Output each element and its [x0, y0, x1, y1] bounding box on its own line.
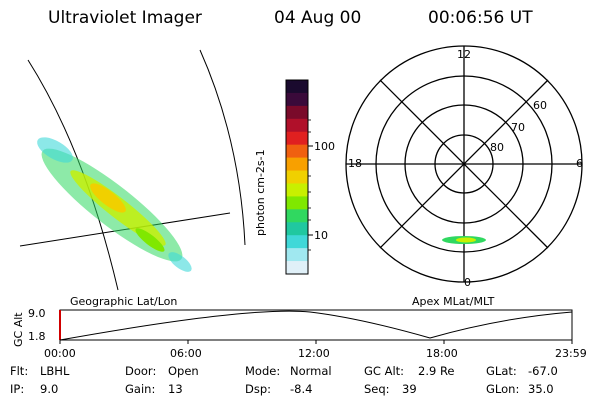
colorbar-band — [286, 261, 308, 275]
glon-value: 35.0 — [528, 382, 554, 396]
altitude-ytick-9: 9.0 — [28, 307, 46, 320]
colorbar-tick-100: 100 — [314, 140, 335, 153]
colorbar-frame — [285, 79, 309, 275]
altitude-xtick-24: 23:59 — [555, 347, 587, 360]
gain-key: Gain: — [125, 382, 156, 396]
ip-key: IP: — [10, 382, 25, 396]
altitude-plot-frame — [59, 309, 573, 341]
colorbar — [286, 80, 308, 275]
glat-value: -67.0 — [528, 364, 558, 378]
polar-panel-label: Apex MLat/MLT — [412, 295, 495, 308]
mlt-label-0: 0 — [464, 276, 471, 289]
altitude-xtick-6: 06:00 — [170, 347, 202, 360]
altitude-xtick-18: 18:00 — [426, 347, 458, 360]
colorbar-band — [286, 235, 308, 249]
geo-panel-label: Geographic Lat/Lon — [70, 295, 178, 308]
colorbar-band — [286, 80, 308, 94]
colorbar-band — [286, 183, 308, 197]
gcalt-key: GC Alt: — [364, 364, 405, 378]
lat-label-60: 60 — [533, 99, 547, 112]
dsp-key: Dsp: — [245, 382, 272, 396]
mlt-label-18: 18 — [348, 157, 362, 170]
colorbar-band — [286, 157, 308, 172]
ip-value: 9.0 — [40, 382, 59, 396]
colorbar-tick-10: 10 — [314, 229, 328, 242]
altitude-xtick-12: 12:00 — [298, 347, 330, 360]
door-value: Open — [168, 364, 199, 378]
seq-value: 39 — [402, 382, 417, 396]
colorbar-label: photon cm-2s-1 — [254, 149, 267, 236]
colorbar-band — [286, 105, 308, 120]
lat-label-70: 70 — [511, 121, 525, 134]
door-key: Door: — [125, 364, 157, 378]
instrument-title: Ultraviolet Imager — [48, 8, 202, 28]
lat-label-80: 80 — [490, 141, 504, 154]
altitude-curve — [59, 310, 573, 341]
glon-key: GLon: — [486, 382, 520, 396]
colorbar-band — [286, 131, 308, 146]
polar-grid — [345, 45, 583, 283]
colorbar-band — [286, 118, 308, 133]
dsp-value: -8.4 — [290, 382, 313, 396]
mode-key: Mode: — [245, 364, 281, 378]
colorbar-band — [286, 248, 308, 262]
time-label: 00:06:56 UT — [428, 8, 533, 28]
gcalt-value: 2.9 Re — [418, 364, 455, 378]
seq-key: Seq: — [364, 382, 390, 396]
flt-key: Flt: — [10, 364, 29, 378]
colorbar-band — [286, 92, 308, 107]
altitude-ylabel: GC Alt — [12, 312, 25, 347]
mlt-label-12: 12 — [457, 48, 471, 61]
colorbar-band — [286, 144, 308, 159]
glat-key: GLat: — [486, 364, 517, 378]
colorbar-band — [286, 196, 308, 210]
altitude-ytick-1.8: 1.8 — [28, 330, 46, 343]
colorbar-band — [286, 170, 308, 184]
date-label: 04 Aug 00 — [274, 8, 362, 28]
altitude-xtick-0: 00:00 — [44, 347, 76, 360]
flt-value: LBHL — [40, 364, 70, 378]
geo-aurora — [37, 137, 192, 272]
colorbar-band — [286, 209, 308, 223]
colorbar-band — [286, 222, 308, 236]
mlt-label-6: 6 — [576, 157, 583, 170]
mode-value: Normal — [290, 364, 332, 378]
polar-aurora-core — [456, 237, 476, 243]
gain-value: 13 — [168, 382, 183, 396]
